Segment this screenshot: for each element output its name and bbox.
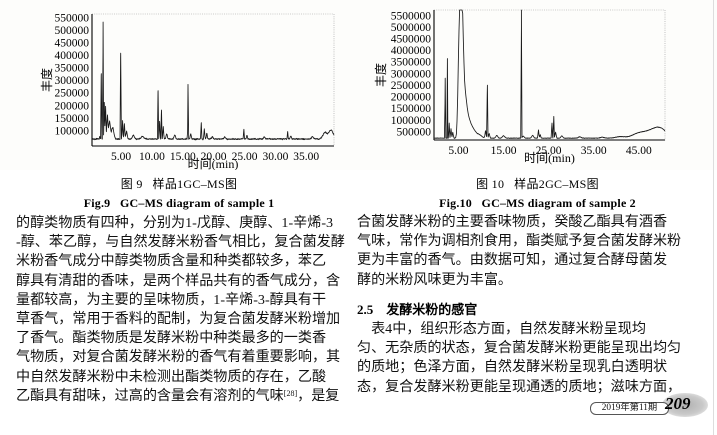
svg-text:2500000: 2500000 <box>391 80 432 92</box>
svg-text:350000: 350000 <box>55 63 90 75</box>
svg-text:300000: 300000 <box>55 75 90 87</box>
svg-text:5.00: 5.00 <box>448 145 468 157</box>
svg-text:500000: 500000 <box>55 25 90 37</box>
svg-text:30.00: 30.00 <box>262 151 288 163</box>
svg-text:550000: 550000 <box>55 12 90 24</box>
svg-text:丰度: 丰度 <box>39 68 54 92</box>
svg-text:450000: 450000 <box>55 37 90 49</box>
svg-text:150000: 150000 <box>55 113 90 125</box>
svg-text:500000: 500000 <box>397 126 432 138</box>
svg-text:2000000: 2000000 <box>391 92 432 104</box>
svg-text:1500000: 1500000 <box>391 103 432 115</box>
svg-text:35.00: 35.00 <box>581 145 607 157</box>
svg-text:1000000: 1000000 <box>391 115 432 127</box>
svg-text:200000: 200000 <box>55 100 90 112</box>
svg-text:15.00: 15.00 <box>491 145 517 157</box>
svg-text:45.00: 45.00 <box>626 145 652 157</box>
svg-text:400000: 400000 <box>55 50 90 62</box>
svg-text:3000000: 3000000 <box>391 68 432 80</box>
svg-text:35.00: 35.00 <box>293 151 319 163</box>
svg-text:5.00: 5.00 <box>111 151 131 163</box>
svg-text:3500000: 3500000 <box>391 57 432 69</box>
svg-text:4000000: 4000000 <box>391 45 432 57</box>
svg-text:丰度: 丰度 <box>373 63 388 87</box>
svg-text:100000: 100000 <box>55 125 90 137</box>
svg-text:250000: 250000 <box>55 88 90 100</box>
svg-text:4500000: 4500000 <box>391 34 432 46</box>
svg-text:5500000: 5500000 <box>391 10 432 22</box>
svg-text:时间(min): 时间(min) <box>188 157 239 170</box>
svg-text:10.00: 10.00 <box>139 151 165 163</box>
svg-text:5000000: 5000000 <box>391 22 432 34</box>
svg-text:时间(min): 时间(min) <box>524 151 575 165</box>
